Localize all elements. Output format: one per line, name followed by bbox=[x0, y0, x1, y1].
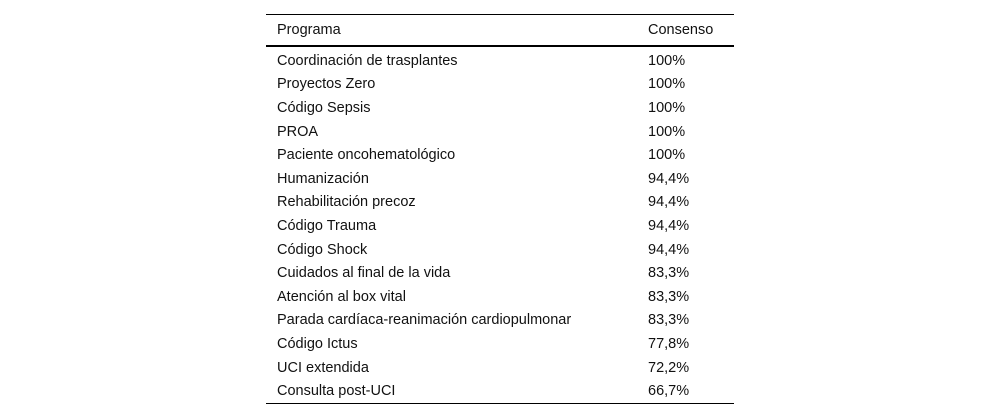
program-cell: Parada cardíaca-reanimación cardiopulmon… bbox=[277, 312, 572, 329]
table-row: Cuidados al final de la vida 83,3% bbox=[266, 261, 734, 285]
consensus-cell: 100% bbox=[648, 52, 686, 69]
consensus-cell: 77,8% bbox=[648, 335, 690, 352]
table-row: Proyectos Zero 100% bbox=[266, 73, 734, 97]
table-row: Código Sepsis 100% bbox=[266, 96, 734, 120]
table-row: Atención al box vital 83,3% bbox=[266, 285, 734, 309]
program-cell: Consulta post-UCI bbox=[277, 383, 396, 400]
table-body: Coordinación de trasplantes 100% Proyect… bbox=[266, 46, 734, 403]
table-row: Código Ictus 77,8% bbox=[266, 332, 734, 356]
consensus-cell: 83,3% bbox=[648, 265, 690, 282]
program-cell: Proyectos Zero bbox=[277, 76, 376, 93]
consensus-cell: 94,4% bbox=[648, 170, 690, 187]
table-row: Código Shock 94,4% bbox=[266, 238, 734, 262]
program-cell: UCI extendida bbox=[277, 359, 369, 376]
table-row: Consulta post-UCI 66,7% bbox=[266, 379, 734, 403]
table-row: Humanización 94,4% bbox=[266, 167, 734, 191]
program-cell: Coordinación de trasplantes bbox=[277, 52, 458, 69]
table-row: Parada cardíaca-reanimación cardiopulmon… bbox=[266, 309, 734, 333]
table-header: Programa Consenso bbox=[266, 14, 734, 47]
header-row: Programa Consenso bbox=[266, 14, 734, 47]
program-cell: PROA bbox=[277, 123, 319, 140]
consensus-cell: 100% bbox=[648, 123, 686, 140]
program-cell: Paciente oncohematológico bbox=[277, 147, 456, 164]
consensus-cell: 100% bbox=[648, 147, 686, 164]
program-cell: Rehabilitación precoz bbox=[277, 194, 416, 211]
consensus-cell: 100% bbox=[648, 76, 686, 93]
table-row: Coordinación de trasplantes 100% bbox=[266, 46, 734, 73]
program-cell: Atención al box vital bbox=[277, 288, 406, 305]
program-cell: Código Trauma bbox=[277, 217, 377, 234]
consensus-cell: 94,4% bbox=[648, 194, 690, 211]
consensus-cell: 83,3% bbox=[648, 288, 690, 305]
consensus-cell: 72,2% bbox=[648, 359, 690, 376]
table-row: PROA 100% bbox=[266, 120, 734, 144]
table-row: UCI extendida 72,2% bbox=[266, 356, 734, 380]
table-row: Rehabilitación precoz 94,4% bbox=[266, 191, 734, 215]
program-cell: Código Ictus bbox=[277, 335, 358, 352]
consensus-table: Programa Consenso Coordinación de traspl… bbox=[266, 14, 734, 404]
program-cell: Código Shock bbox=[277, 241, 368, 258]
consensus-cell: 100% bbox=[648, 99, 686, 116]
table-row: Paciente oncohematológico 100% bbox=[266, 143, 734, 167]
header-consensus: Consenso bbox=[637, 14, 734, 47]
table-row: Código Trauma 94,4% bbox=[266, 214, 734, 238]
consensus-cell: 66,7% bbox=[648, 383, 690, 400]
consensus-cell: 94,4% bbox=[648, 241, 690, 258]
program-cell: Código Sepsis bbox=[277, 99, 371, 116]
header-program: Programa bbox=[266, 14, 637, 47]
program-cell: Humanización bbox=[277, 170, 369, 187]
program-cell: Cuidados al final de la vida bbox=[277, 265, 451, 282]
consensus-cell: 94,4% bbox=[648, 217, 690, 234]
consensus-cell: 83,3% bbox=[648, 312, 690, 329]
